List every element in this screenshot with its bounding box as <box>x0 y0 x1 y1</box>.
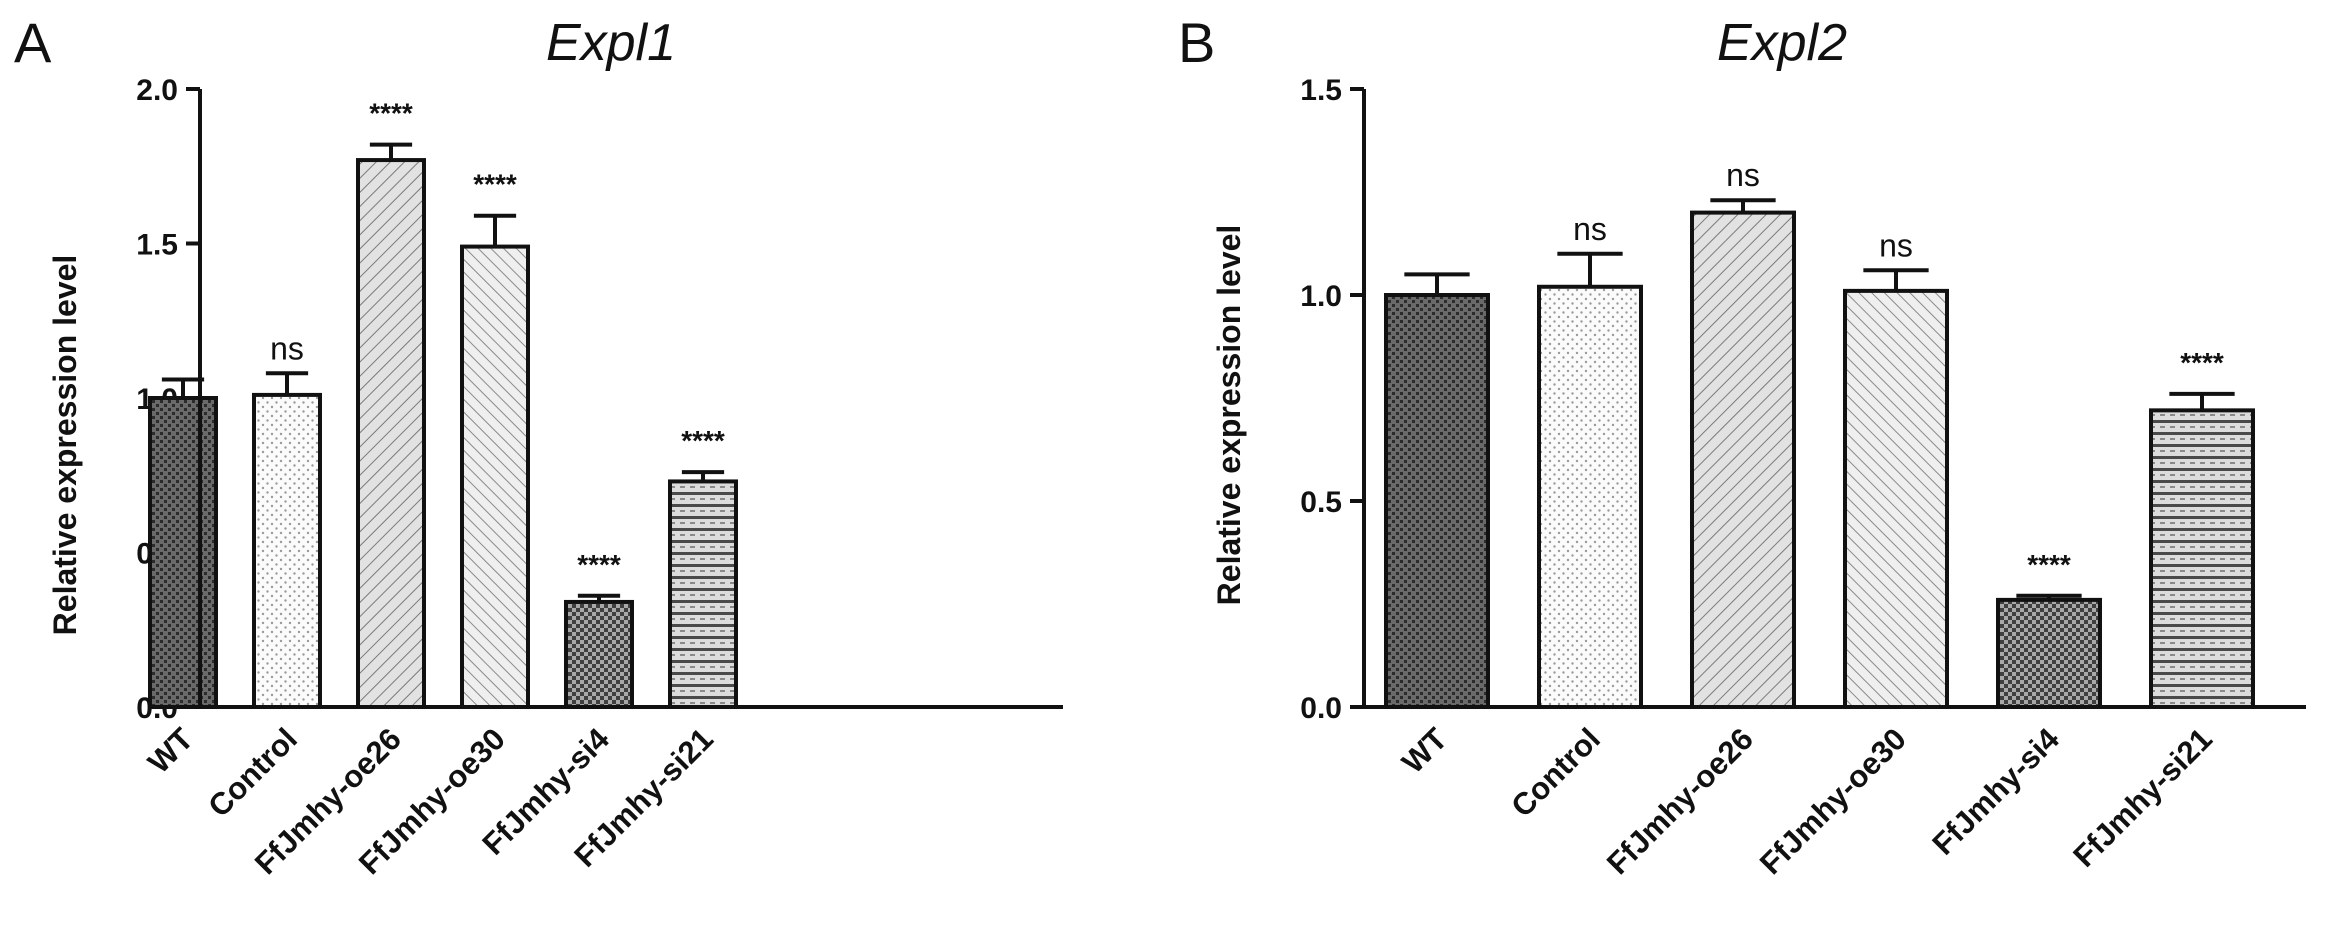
panel-b-x-label: Control <box>1504 721 1607 824</box>
panel-a-ylabel: Relative expression level <box>47 255 83 636</box>
panel-a-significance-label: **** <box>681 425 725 456</box>
panel-b-bars: ns ns ns **** **** <box>1384 157 2255 710</box>
panel-a-x-labels: WT ControlFfJmhy-oe26FfJmhy-oe30FfJmhy-si… <box>141 721 720 881</box>
panel-b-bar-wt <box>1384 293 1490 709</box>
panel-b-bar-ffjmhy-si21 <box>2149 408 2255 709</box>
panel-a-y-tick-label: 1.5 <box>136 229 178 262</box>
panel-b-axes <box>1362 89 2306 709</box>
panel-b-y-tick-label: 1.0 <box>1300 280 1342 313</box>
panel-a-bar-ffjmhy-si21 <box>668 479 738 709</box>
panel-b-bar-ffjmhy-si4 <box>1996 597 2102 710</box>
panel-a-y-tick-label: 2.0 <box>136 74 178 107</box>
panel-b-x-label: FfJmhy-oe26 <box>1600 721 1760 881</box>
panel-b-letter: B <box>1178 11 1215 74</box>
panel-b-y-tick-label: 0.0 <box>1300 692 1342 725</box>
panel-b-x-label: FfJmhy-si4 <box>1925 721 2066 862</box>
panel-a-bar-wt <box>148 396 218 709</box>
panel-b-x-label: FfJmhy-si21 <box>2066 721 2219 874</box>
panel-a-bar-ffjmhy-oe26 <box>356 158 426 709</box>
panel-a-bar-control <box>252 392 322 709</box>
panel-b-bar-control <box>1537 284 1643 709</box>
panel-b-y-tick-label: 0.5 <box>1300 486 1342 519</box>
panel-b-bar-ffjmhy-oe26 <box>1690 210 1796 709</box>
panel-a-bar-ffjmhy-si4 <box>564 599 634 709</box>
panel-a-significance-label: **** <box>369 98 413 129</box>
panel-a-significance-label: ns <box>270 330 304 366</box>
panel-b-bar-ffjmhy-oe30 <box>1843 288 1949 709</box>
panel-a-letter: A <box>14 11 52 74</box>
panel-b-y-ticks: 0.0 0.5 1.0 1.5 <box>1300 74 1364 725</box>
panel-b-significance-label: **** <box>2180 347 2224 378</box>
panel-b-x-label: FfJmhy-oe30 <box>1753 721 1913 881</box>
panel-a-bars: ns **** **** **** **** <box>148 98 738 709</box>
panel-a-significance-label: **** <box>473 169 517 200</box>
panel-a-x-label: Control <box>201 721 304 824</box>
panel-b-significance-label: ns <box>1879 227 1913 263</box>
panel-a-significance-label: **** <box>577 549 621 580</box>
panel-a-y-ticks: 0.00.51.01.52.0 <box>136 74 200 725</box>
panel-b-significance-label: ns <box>1573 211 1607 247</box>
panel-b-x-label: WT <box>1395 721 1454 780</box>
panel-b-significance-label: **** <box>2027 549 2071 580</box>
panel-a-bar-ffjmhy-oe30 <box>460 244 530 709</box>
panel-b-significance-label: ns <box>1726 157 1760 193</box>
panel-a-title: Expl1 <box>546 14 676 72</box>
panel-b-y-tick-label: 1.5 <box>1300 74 1342 107</box>
panel-b: B Expl2 Relative expression level 0.0 0.5… <box>1178 11 2306 881</box>
panel-a-x-label: WT <box>141 721 200 780</box>
panel-a-axes <box>198 89 1063 709</box>
panel-b-ylabel: Relative expression level <box>1211 225 1247 606</box>
panel-a: A Expl1 Relative expression level 0.00.5… <box>14 11 1063 881</box>
panel-b-title: Expl2 <box>1717 14 1847 72</box>
